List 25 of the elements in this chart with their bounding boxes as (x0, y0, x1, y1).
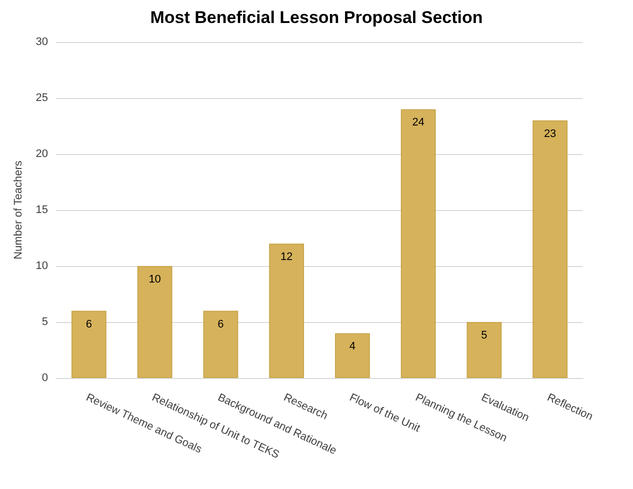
data-label: 4 (349, 340, 356, 353)
data-label: 12 (280, 251, 293, 264)
bar (466, 322, 502, 378)
chart-title: Most Beneficial Lesson Proposal Section (150, 8, 483, 27)
y-tick-label: 15 (36, 204, 48, 216)
y-tick-label: 20 (36, 148, 48, 160)
data-label: 23 (544, 128, 556, 140)
y-tick-label: 10 (36, 260, 48, 272)
y-tick-label: 30 (36, 36, 48, 48)
bar (269, 244, 304, 378)
y-axis-title: Number of Teachers (12, 160, 24, 260)
bar (203, 310, 238, 378)
bar (137, 266, 172, 378)
data-label: 10 (148, 274, 161, 286)
bar (334, 333, 370, 378)
y-tick-label: 0 (42, 372, 48, 384)
data-label: 24 (412, 116, 424, 129)
data-label: 6 (218, 318, 224, 330)
bar (532, 120, 568, 378)
y-tick-label: 5 (42, 316, 48, 328)
data-label: 5 (481, 330, 488, 342)
y-tick-label: 25 (36, 92, 48, 104)
bar (71, 310, 106, 378)
data-label: 6 (86, 318, 92, 330)
bar (400, 109, 436, 378)
